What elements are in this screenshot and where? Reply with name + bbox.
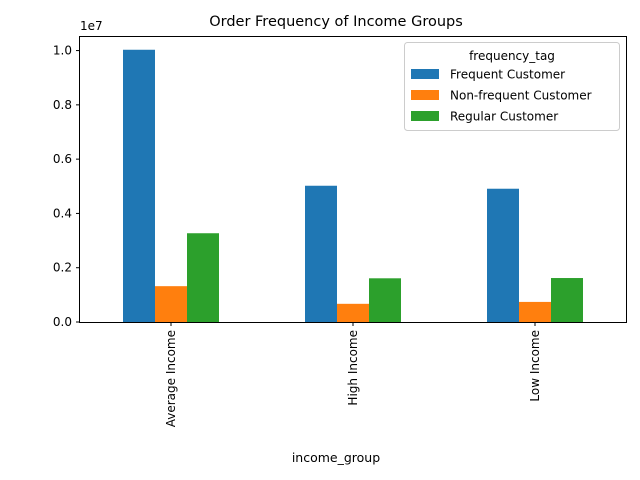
legend: frequency_tag Frequent Customer Non-frequ… [404,42,620,131]
legend-items: Frequent Customer Non-frequent Customer Re… [411,68,592,124]
bar-1-1 [123,49,155,322]
bar-1-2 [155,286,187,322]
bar-3-2 [519,301,551,322]
y-tick-label: 0.4 [53,206,72,220]
bar-3-3 [551,278,583,322]
chart-title: Order Frequency of Income Groups [209,14,463,30]
bar-3-1 [487,188,519,322]
legend-swatch [411,90,439,100]
y-tick-label: 1.0 [53,44,72,58]
y-tick-label: 0.8 [53,98,72,112]
y-tick-label: 0.2 [53,261,72,275]
legend-swatch [411,111,439,121]
bar-1-3 [187,233,219,322]
y-tick-label: 0.6 [53,152,72,166]
x-axis-label: income_group [292,450,380,465]
bar-2-2 [337,303,369,322]
bar-2-1 [305,185,337,322]
y-offset-label: 1e7 [80,19,103,33]
y-tick-label: 0.0 [53,315,72,329]
bar-2-3 [369,278,401,322]
legend-swatch [411,69,439,79]
y-axis: 0.0 0.2 0.4 0.6 0.8 1.0 [53,44,80,329]
x-tick-label: Average Income [164,330,178,427]
x-tick-label: High Income [346,330,360,406]
x-axis: Average Income High Income Low Income [164,322,542,427]
legend-label: Regular Customer [450,110,558,124]
legend-label: Non-frequent Customer [450,89,592,103]
legend-box [404,42,620,131]
legend-label: Frequent Customer [450,68,565,82]
bars-group [123,49,583,322]
x-tick-label: Low Income [528,330,542,402]
legend-title: frequency_tag [469,49,555,63]
